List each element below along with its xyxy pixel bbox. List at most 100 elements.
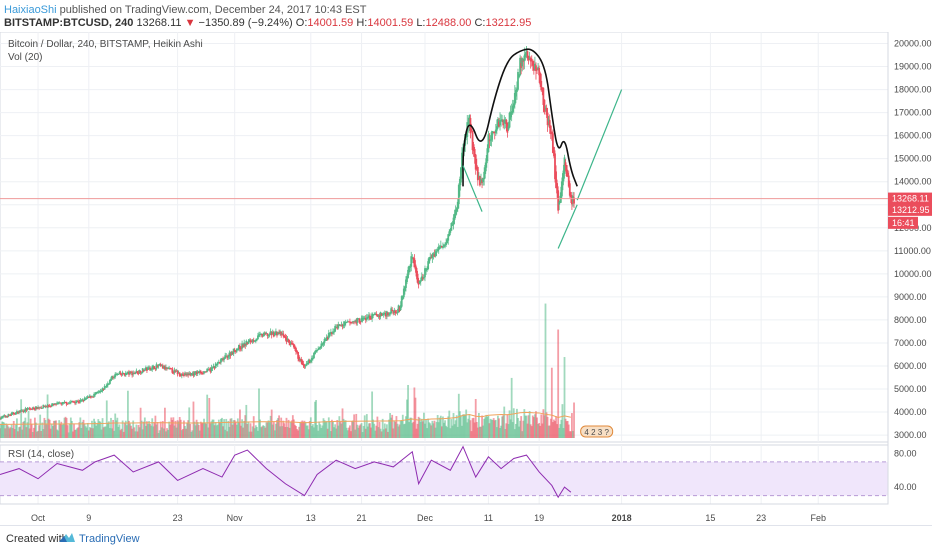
candle-body <box>538 67 541 76</box>
volume-bar <box>365 414 368 438</box>
candle-body <box>401 296 404 300</box>
candle-body <box>531 61 534 66</box>
last-price-tag <box>888 192 932 205</box>
volume-bar <box>268 422 271 438</box>
candle-body <box>159 364 162 366</box>
candle-body <box>309 359 312 363</box>
volume-bar <box>392 428 395 438</box>
candle-body <box>329 331 332 334</box>
candle-body <box>328 333 331 335</box>
volume-bar <box>334 424 337 438</box>
volume-bar <box>251 426 254 438</box>
volume-bar <box>148 421 150 438</box>
volume-bar <box>443 422 445 438</box>
y-tick-label: 20000.00 <box>894 39 932 49</box>
candle-body <box>474 154 477 170</box>
candle-body <box>430 257 433 259</box>
candle-body <box>60 403 63 405</box>
volume-bar <box>229 418 232 438</box>
volume-bar <box>292 419 295 438</box>
volume-bar <box>524 415 527 438</box>
candle-body <box>90 396 92 398</box>
volume-bar <box>519 420 522 438</box>
volume-bar <box>233 420 236 438</box>
candle-body <box>109 379 111 384</box>
volume-bar <box>313 427 315 438</box>
candle-body <box>365 317 368 320</box>
volume-bar <box>498 418 500 438</box>
candle-body <box>207 369 210 371</box>
candle-body <box>514 90 517 97</box>
candle-body <box>9 414 12 416</box>
volume-bar <box>394 421 397 438</box>
volume-bar <box>518 426 520 438</box>
candle-body <box>417 280 420 285</box>
candle-body <box>472 144 475 152</box>
candle-body <box>357 318 360 320</box>
candle-body <box>223 358 226 360</box>
volume-bar <box>123 423 126 438</box>
volume-bar <box>155 424 158 438</box>
volume-bar <box>559 424 562 438</box>
volume-bar <box>272 421 275 438</box>
candle-body <box>48 405 51 407</box>
tradingview-brand[interactable]: TradingView <box>79 533 140 545</box>
candle-body <box>561 177 564 191</box>
tradingview-cloud-icon[interactable] <box>58 530 76 544</box>
candle-body <box>519 57 522 76</box>
candle-body <box>429 256 432 260</box>
candle-body <box>81 399 84 401</box>
candle-body <box>369 315 371 320</box>
volume-bar <box>202 422 204 438</box>
candle-body <box>227 356 230 358</box>
volume-bar <box>28 428 31 438</box>
candle-body <box>314 351 316 355</box>
candle-body <box>528 57 531 60</box>
candle-body <box>280 331 283 336</box>
candle-body <box>450 223 453 231</box>
candle-body <box>286 339 289 341</box>
candle-body <box>187 373 190 376</box>
volume-bar <box>299 422 302 438</box>
candle-body <box>402 288 405 298</box>
volume-bar <box>539 425 542 438</box>
candle-body <box>294 346 296 349</box>
candle-body <box>150 369 153 371</box>
volume-bar <box>100 429 103 438</box>
candle-body <box>358 318 361 323</box>
down-arrow-icon: ▼ <box>184 17 196 29</box>
candle-body <box>224 355 227 359</box>
candle-body <box>524 54 527 58</box>
volume-bar <box>222 426 224 438</box>
candle-body <box>317 348 320 351</box>
candle-body <box>544 107 547 109</box>
price-chart[interactable]: 4 2 3 ? 3000.00 4000.00 5000.00 6000.00 7000… <box>0 32 932 525</box>
volume-bar <box>369 423 371 438</box>
volume-bar <box>372 419 375 438</box>
volume-bar <box>308 421 311 438</box>
volume-bar <box>364 428 367 438</box>
candle-body <box>238 344 240 350</box>
candles[interactable] <box>0 46 575 421</box>
volume-bar <box>488 423 491 438</box>
candle-body <box>242 344 245 348</box>
volume-bar <box>310 425 313 438</box>
candle-body <box>267 334 270 336</box>
author-link[interactable]: HaixiaoShi <box>4 4 57 16</box>
candle-body <box>525 49 528 56</box>
candle-body <box>155 364 158 369</box>
candle-body <box>199 371 202 374</box>
volume-bar <box>24 417 27 438</box>
candle-body <box>1 416 4 419</box>
chart-drawings[interactable] <box>462 48 623 249</box>
candle-body <box>352 321 354 323</box>
volume-bar <box>509 419 512 438</box>
volume-bar <box>499 427 501 438</box>
volume-bar <box>33 417 36 438</box>
volume-bar <box>430 425 433 438</box>
candle-body <box>29 408 32 410</box>
candle-body <box>285 337 288 342</box>
volume-bar <box>427 418 430 438</box>
created-with-text: Created with <box>6 533 68 545</box>
volume-bar <box>154 415 157 438</box>
